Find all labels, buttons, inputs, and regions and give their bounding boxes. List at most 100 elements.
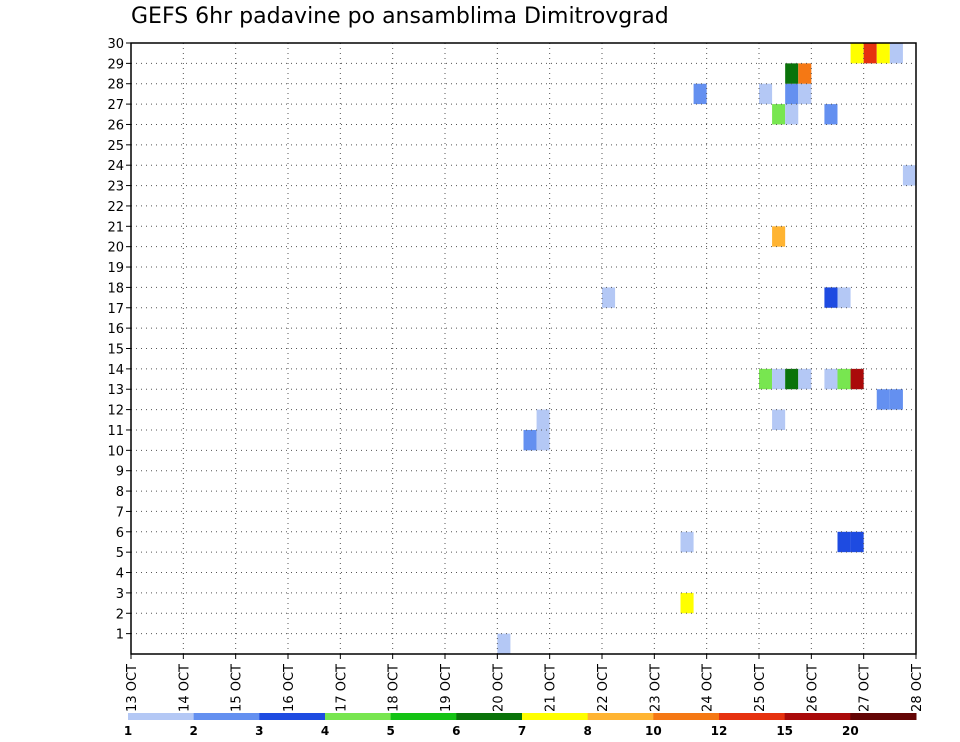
data-cell (785, 368, 799, 390)
data-cell (837, 287, 851, 308)
x-tick-label: 16 OCT (282, 664, 297, 712)
data-cell (785, 83, 799, 105)
y-tick-label: 16 (107, 322, 124, 337)
y-tick-label: 13 (107, 383, 124, 398)
legend-swatch (653, 713, 720, 720)
data-cell (680, 592, 694, 614)
data-cell (902, 165, 916, 186)
data-cell (772, 368, 786, 390)
data-cell (536, 409, 550, 430)
legend-label: 8 (583, 724, 591, 738)
legend-label: 20 (842, 724, 859, 738)
x-tick-label: 26 OCT (805, 664, 820, 712)
y-tick-label: 1 (116, 628, 124, 643)
y-tick-label: 2 (116, 607, 124, 622)
y-tick-label: 27 (107, 98, 124, 113)
y-tick-label: 29 (107, 57, 124, 72)
y-tick-label: 9 (116, 465, 124, 480)
legend-swatch (259, 713, 326, 720)
legend-swatch (719, 713, 786, 720)
legend-swatch (128, 713, 195, 720)
color-legend: 1 2 3 4 5 6 7 8 10 12 15 20 (124, 713, 917, 738)
data-cell (536, 429, 550, 451)
y-tick-label: 17 (107, 302, 124, 317)
y-tick-label: 26 (107, 118, 124, 133)
legend-swatch (193, 713, 260, 720)
legend-label: 6 (452, 724, 460, 738)
plot-frame (130, 42, 917, 655)
data-cell (824, 368, 838, 390)
cell-layer (497, 43, 916, 654)
y-tick-label: 7 (116, 505, 124, 520)
x-tick-label: 27 OCT (858, 664, 873, 712)
data-cell (772, 409, 786, 430)
legend-label: 5 (386, 724, 394, 738)
x-tick-label: 28 OCT (910, 664, 925, 712)
legend-swatch (850, 713, 917, 720)
data-cell (772, 104, 786, 125)
x-tick-label: 15 OCT (230, 664, 245, 712)
legend-swatch (390, 713, 457, 720)
legend-label: 10 (645, 724, 662, 738)
legend-label: 12 (711, 724, 728, 738)
y-tick-label: 28 (107, 78, 124, 93)
x-tick-label: 22 OCT (596, 664, 611, 712)
tick-layer (126, 42, 917, 659)
legend-label: 15 (776, 724, 793, 738)
data-cell (889, 43, 903, 64)
y-tick-label: 21 (107, 220, 124, 235)
data-cell (876, 389, 890, 410)
y-tick-label: 25 (107, 139, 124, 154)
legend-label: 2 (189, 724, 197, 738)
y-tick-label: 20 (107, 241, 124, 256)
y-tick-label: 18 (107, 281, 124, 296)
legend-swatch (784, 713, 851, 720)
data-cell (680, 531, 694, 553)
data-cell (523, 429, 537, 451)
data-cell (850, 43, 864, 64)
x-tick-label: 14 OCT (177, 664, 192, 712)
data-cell (863, 43, 877, 64)
data-cell (837, 531, 851, 553)
data-cell (876, 43, 890, 64)
y-tick-label: 19 (107, 261, 124, 276)
y-tick-label: 22 (107, 200, 124, 215)
data-cell (785, 63, 799, 84)
legend-swatch (456, 713, 523, 720)
data-cell (693, 83, 707, 105)
data-cell (850, 368, 864, 390)
data-cell (602, 287, 616, 308)
x-tick-label: 20 OCT (491, 664, 506, 712)
chart-title: GEFS 6hr padavine po ansamblima Dimitrov… (131, 4, 669, 29)
y-tick-label: 12 (107, 404, 124, 419)
y-tick-label: 10 (107, 444, 124, 459)
y-tick-label: 5 (116, 546, 124, 561)
grid-layer (131, 43, 916, 654)
y-tick-label: 15 (107, 343, 124, 358)
data-cell (850, 531, 864, 553)
x-tick-label: 17 OCT (334, 664, 349, 712)
x-tick-label: 18 OCT (387, 664, 402, 712)
y-tick-label: 3 (116, 587, 124, 602)
data-cell (824, 104, 838, 125)
legend-label: 7 (518, 724, 526, 738)
x-tick-label: 21 OCT (544, 664, 559, 712)
y-tick-label: 8 (116, 485, 124, 500)
x-tick-label: 19 OCT (439, 664, 454, 712)
data-cell (798, 83, 812, 105)
x-tick-label: 24 OCT (701, 664, 716, 712)
x-tick-labels: 13 OCT 14 OCT 15 OCT 16 OCT 17 OCT 18 OCT 19 O… (125, 664, 925, 712)
y-tick-label: 24 (107, 159, 124, 174)
y-tick-label: 30 (107, 37, 124, 52)
data-cell (759, 83, 773, 105)
x-tick-label: 13 OCT (125, 664, 140, 712)
x-tick-label: 25 OCT (753, 664, 768, 712)
legend-label: 1 (124, 724, 132, 738)
data-cell (889, 389, 903, 410)
data-cell (798, 63, 812, 84)
legend-label: 3 (255, 724, 263, 738)
legend-swatch (522, 713, 589, 720)
legend-label: 4 (321, 724, 329, 738)
legend-swatch (325, 713, 392, 720)
data-cell (785, 104, 799, 125)
